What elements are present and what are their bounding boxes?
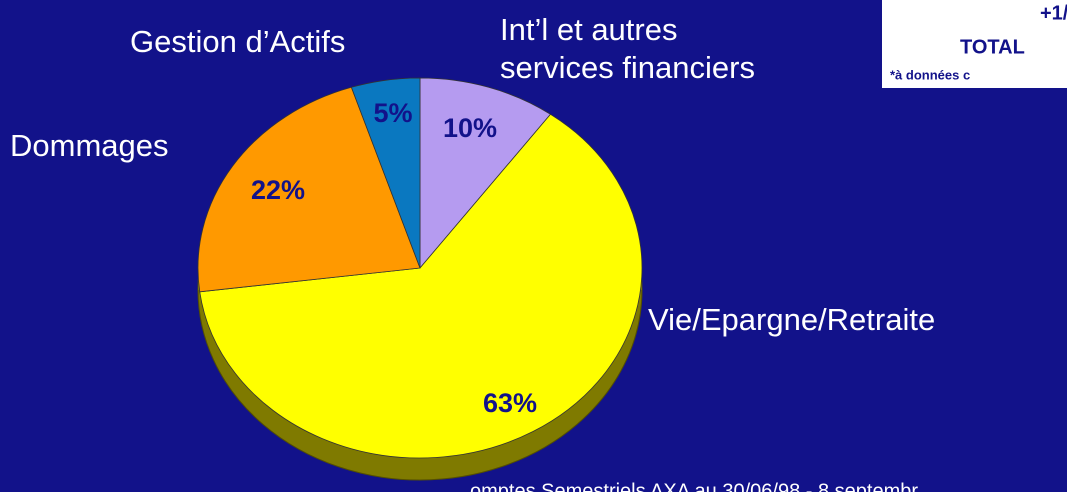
value-label: 63% [483, 388, 537, 418]
info-line: *à données c [890, 67, 970, 82]
info-line: TOTAL [960, 36, 1025, 58]
category-label: Int’l et autres [500, 12, 677, 47]
pie-slice [419, 77, 552, 270]
value-label: 5% [373, 98, 412, 128]
info-line: +1/ [1040, 2, 1067, 24]
category-label: Vie/Epargne/Retraite [648, 302, 935, 337]
category-label: Gestion d’Actifs [130, 24, 345, 59]
value-label: 10% [443, 113, 497, 143]
category-label: services financiers [500, 50, 755, 85]
footer: omptes Semestriels AXA au 30/06/98 - 8 s… [470, 480, 918, 492]
category-label: Dommages [10, 128, 169, 163]
info-box [882, 0, 1067, 88]
pie-slice [199, 113, 643, 459]
value-label: 22% [251, 175, 305, 205]
pie-slice [197, 86, 421, 293]
pie-slice [350, 77, 421, 269]
